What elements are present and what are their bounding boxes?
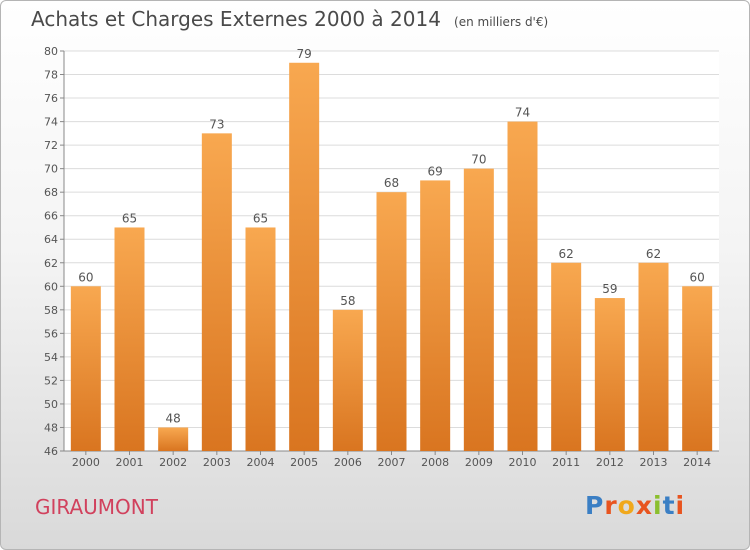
- bar: [289, 62, 320, 451]
- bar: [463, 168, 494, 451]
- bar-value-label: 48: [166, 411, 181, 425]
- x-tick-label: 2012: [596, 456, 624, 469]
- bar: [420, 180, 451, 452]
- y-tick-label: 50: [44, 398, 58, 411]
- logo-letter: o: [617, 491, 636, 520]
- bar-value-label: 73: [209, 117, 224, 131]
- bar: [158, 427, 189, 451]
- x-tick-label: 2011: [552, 456, 580, 469]
- bar: [507, 121, 538, 452]
- y-tick-label: 54: [44, 351, 58, 364]
- y-tick-label: 58: [44, 304, 58, 317]
- chart-subtitle: (en milliers d'€): [454, 15, 549, 29]
- bar: [114, 227, 145, 451]
- y-tick-label: 66: [44, 210, 58, 223]
- bar: [638, 262, 669, 451]
- logo-letter: r: [604, 491, 618, 520]
- bar: [376, 192, 407, 452]
- bar-value-label: 65: [122, 211, 137, 225]
- bar: [682, 286, 713, 451]
- y-tick-label: 72: [44, 139, 58, 152]
- logo-letter: x: [635, 491, 653, 520]
- proxiti-logo: Proxiti: [585, 491, 685, 520]
- y-tick-label: 62: [44, 257, 58, 270]
- logo-letter: i: [653, 491, 663, 520]
- bar: [332, 309, 363, 451]
- y-tick-label: 48: [44, 421, 58, 434]
- bar-value-label: 65: [253, 211, 268, 225]
- y-tick-label: 74: [44, 116, 58, 129]
- x-tick-label: 2003: [203, 456, 231, 469]
- bar-value-label: 79: [297, 47, 312, 61]
- bar-value-label: 59: [602, 282, 617, 296]
- bar-value-label: 69: [428, 164, 443, 178]
- bar-value-label: 68: [384, 176, 399, 190]
- y-tick-label: 78: [44, 69, 58, 82]
- bar-value-label: 60: [690, 270, 705, 284]
- x-tick-label: 2010: [509, 456, 537, 469]
- bar: [594, 298, 625, 451]
- bar: [70, 286, 101, 451]
- bar: [551, 262, 582, 451]
- y-tick-label: 68: [44, 186, 58, 199]
- y-tick-label: 64: [44, 233, 58, 246]
- bar-value-label: 58: [340, 294, 355, 308]
- x-tick-label: 2006: [334, 456, 362, 469]
- y-tick-label: 76: [44, 92, 58, 105]
- y-tick-label: 46: [44, 445, 58, 458]
- chart-title-main: Achats et Charges Externes 2000 à 2014: [31, 7, 441, 31]
- logo-letter: P: [585, 491, 605, 520]
- bar-value-label: 62: [646, 247, 661, 261]
- x-tick-label: 2007: [378, 456, 406, 469]
- bar-value-label: 74: [515, 106, 530, 120]
- bar-value-label: 62: [559, 247, 574, 261]
- x-tick-label: 2000: [72, 456, 100, 469]
- logo-letter: t: [662, 491, 676, 520]
- x-tick-label: 2001: [116, 456, 144, 469]
- x-tick-label: 2014: [683, 456, 711, 469]
- x-tick-label: 2004: [247, 456, 275, 469]
- y-tick-label: 52: [44, 374, 58, 387]
- x-tick-label: 2013: [640, 456, 668, 469]
- y-tick-label: 56: [44, 327, 58, 340]
- x-tick-label: 2002: [159, 456, 187, 469]
- bar-value-label: 70: [471, 153, 486, 167]
- bar: [245, 227, 276, 451]
- chart-title: Achats et Charges Externes 2000 à 2014 (…: [31, 7, 548, 31]
- x-tick-label: 2008: [421, 456, 449, 469]
- y-tick-label: 80: [44, 45, 58, 58]
- y-tick-label: 60: [44, 280, 58, 293]
- y-tick-label: 70: [44, 163, 58, 176]
- commune-name: GIRAUMONT: [35, 495, 158, 519]
- x-tick-label: 2005: [290, 456, 318, 469]
- logo-letter: i: [675, 491, 686, 520]
- x-tick-label: 2009: [465, 456, 493, 469]
- bar: [201, 133, 232, 451]
- bar-value-label: 60: [78, 270, 93, 284]
